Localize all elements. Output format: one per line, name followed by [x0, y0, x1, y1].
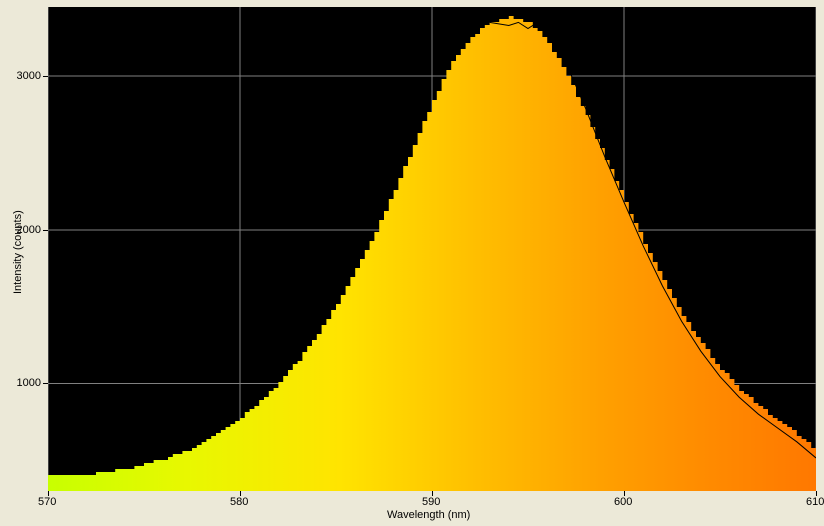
plot-area: [48, 7, 816, 491]
x-tick-label: 580: [230, 496, 248, 508]
y-tick-label: 1000: [17, 377, 41, 389]
y-tick-label: 2000: [17, 224, 41, 236]
x-tick-label: 610: [806, 496, 824, 508]
chart-svg: [48, 7, 816, 491]
y-tick: [43, 383, 48, 384]
y-tick: [43, 230, 48, 231]
x-tick-label: 600: [614, 496, 632, 508]
x-tick-label: 570: [38, 496, 56, 508]
y-tick-label: 3000: [17, 70, 41, 82]
x-tick-label: 590: [422, 496, 440, 508]
x-axis-label: Wavelength (nm): [387, 509, 470, 521]
y-tick: [43, 76, 48, 77]
